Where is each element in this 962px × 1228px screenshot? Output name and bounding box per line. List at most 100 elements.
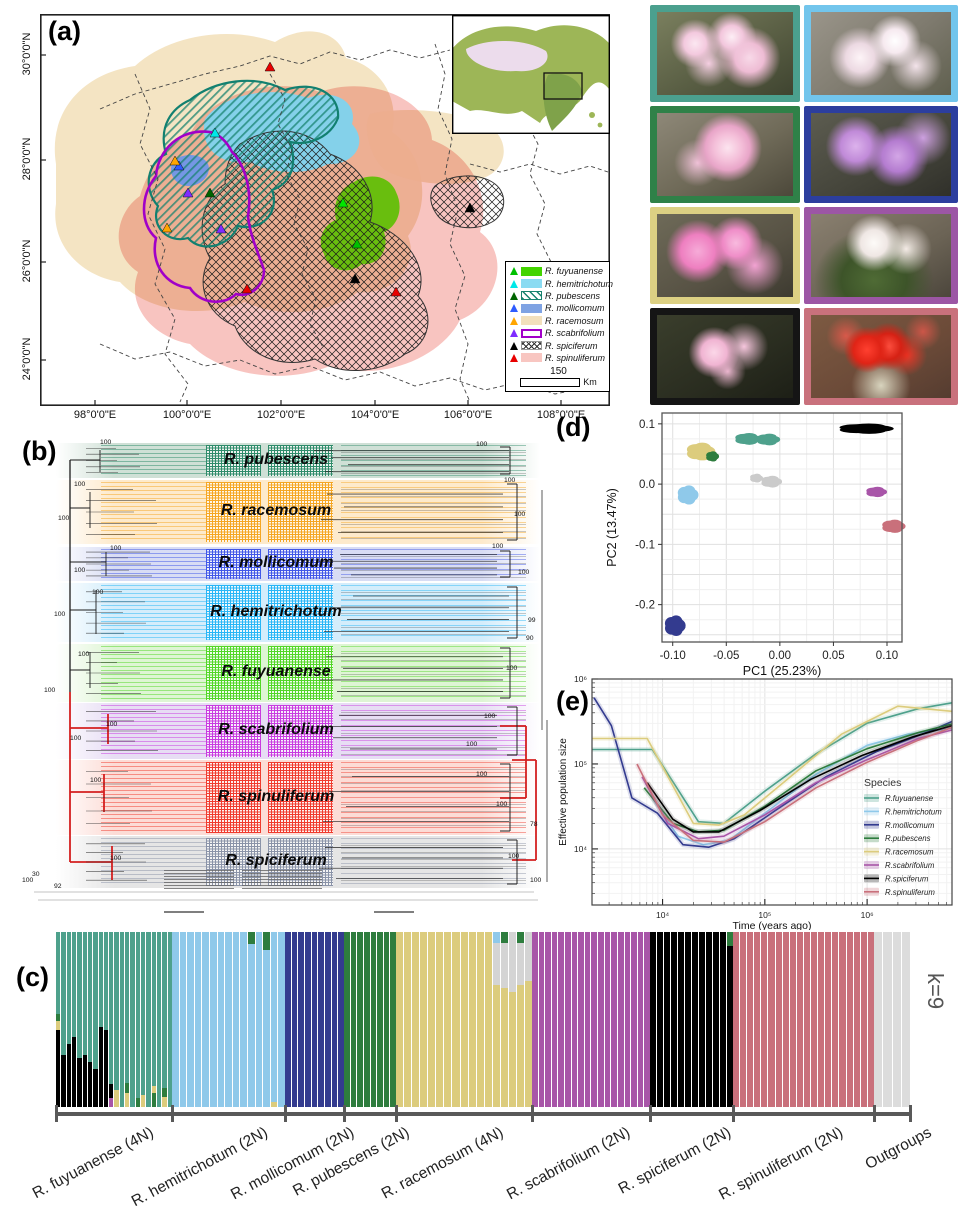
admixture-segment bbox=[109, 1084, 114, 1099]
admixture-segment bbox=[103, 932, 109, 1030]
flower-photo bbox=[657, 214, 793, 297]
legend-species-name: R. hemitrichotum bbox=[545, 278, 614, 289]
admixture-axis-tick bbox=[531, 1105, 534, 1122]
alignment-strip bbox=[206, 646, 261, 700]
admixture-segment bbox=[61, 932, 66, 1055]
legend-species-name: R. racemosum bbox=[545, 315, 604, 326]
tree-fuzz-right bbox=[341, 646, 526, 700]
pca-x-tick-label: 0.00 bbox=[769, 650, 791, 662]
admixture-segment bbox=[151, 1093, 156, 1107]
demo-x-tick-label: 10⁵ bbox=[758, 910, 771, 920]
demography-plot: 10⁴ 10⁵ 10⁶ 10⁴ 10⁵ 10⁶ Time (years ago) Effect… bbox=[558, 674, 953, 930]
range-spiciferum-east bbox=[430, 175, 505, 229]
admixture-bar bbox=[263, 932, 270, 1107]
bootstrap-value: 100 bbox=[74, 481, 86, 488]
flower-photo bbox=[657, 315, 793, 398]
map-y-tick-label: 24°0'0"N bbox=[21, 337, 33, 381]
admixture-bar bbox=[692, 932, 698, 1107]
admixture-segment bbox=[516, 984, 524, 1107]
admixture-segment bbox=[344, 932, 350, 1107]
admixture-bar bbox=[611, 932, 617, 1107]
admixture-segment bbox=[98, 932, 103, 1027]
alignment-strip bbox=[206, 585, 261, 640]
admixture-bar bbox=[706, 932, 712, 1107]
tree-fuzz-right bbox=[341, 445, 526, 476]
bootstrap-value: 100 bbox=[514, 511, 526, 518]
admixture-segment bbox=[733, 932, 740, 1107]
flower-photo bbox=[811, 315, 951, 398]
bootstrap-value: 100 bbox=[58, 515, 70, 522]
admixture-segment bbox=[202, 932, 209, 1107]
bootstrap-value: 100 bbox=[518, 569, 530, 576]
inset-landmass bbox=[452, 25, 609, 123]
admixture-segment bbox=[383, 932, 390, 1107]
admixture-segment bbox=[720, 932, 726, 1107]
admixture-segment bbox=[179, 932, 187, 1107]
legend-row: R. racemosum bbox=[510, 315, 607, 327]
admixture-bar bbox=[318, 932, 325, 1107]
admixture-segment bbox=[578, 932, 584, 1107]
admixture-bar bbox=[82, 932, 87, 1107]
admixture-bar bbox=[187, 932, 194, 1107]
map-marker-triangle bbox=[173, 160, 185, 171]
admixture-bar bbox=[125, 932, 130, 1107]
admixture-segment bbox=[811, 932, 818, 1107]
legend-swatch bbox=[521, 328, 542, 338]
bootstrap-value: 30 bbox=[32, 871, 40, 878]
admixture-segment bbox=[754, 932, 761, 1107]
scale-bar-value: 150 bbox=[550, 366, 567, 378]
admixture-segment bbox=[500, 932, 508, 943]
admixture-bar bbox=[350, 932, 357, 1107]
admixture-segment bbox=[141, 932, 146, 1095]
map-marker-triangle bbox=[390, 286, 402, 297]
tree-band-r-scabrifolium: R. scabrifolium bbox=[56, 703, 540, 759]
admixture-bar bbox=[538, 932, 545, 1107]
bootstrap-value: 90 bbox=[526, 635, 534, 642]
admixture-bar bbox=[357, 932, 363, 1107]
admixture-axis-tick bbox=[284, 1105, 287, 1122]
admixture-bar bbox=[151, 932, 156, 1107]
admixture-segment bbox=[571, 932, 578, 1107]
admixture-bar bbox=[476, 932, 484, 1107]
map-x-tick-label: 102°0'0"E bbox=[256, 409, 306, 421]
bootstrap-value: 100 bbox=[110, 545, 122, 552]
admixture-segment bbox=[247, 944, 255, 1107]
admixture-bar bbox=[578, 932, 584, 1107]
admixture-segment bbox=[604, 932, 611, 1107]
admixture-segment bbox=[240, 932, 247, 1107]
admixture-bar bbox=[428, 932, 436, 1107]
admixture-bar bbox=[363, 932, 370, 1107]
tree-band-r-racemosum: R. racemosum bbox=[56, 480, 540, 544]
admixture-bar bbox=[685, 932, 691, 1107]
admixture-bar bbox=[796, 932, 803, 1107]
admixture-segment bbox=[591, 932, 598, 1107]
legend-row: R. scabrifolium bbox=[510, 327, 607, 339]
admixture-bar bbox=[571, 932, 578, 1107]
admixture-segment bbox=[551, 932, 558, 1107]
inset-asia-map bbox=[452, 15, 610, 134]
admixture-segment bbox=[611, 932, 617, 1107]
admixture-segment bbox=[678, 932, 684, 1107]
pca-x-axis-title: PC1 (25.23%) bbox=[743, 664, 822, 678]
admixture-segment bbox=[247, 932, 255, 945]
admixture-bar bbox=[492, 932, 500, 1107]
admixture-segment bbox=[98, 1026, 103, 1107]
admixture-bar bbox=[883, 932, 892, 1107]
admixture-bar bbox=[338, 932, 345, 1107]
admixture-segment bbox=[87, 1061, 93, 1107]
admixture-bar bbox=[839, 932, 846, 1107]
map-x-tick-label: 106°0'0"E bbox=[443, 409, 493, 421]
admixture-bar bbox=[66, 932, 71, 1107]
admixture-segment bbox=[428, 932, 436, 1107]
scale-bar-row: Km bbox=[510, 377, 607, 387]
admixture-bar bbox=[761, 932, 768, 1107]
admixture-segment bbox=[692, 932, 698, 1107]
admixture-segment bbox=[71, 1037, 77, 1107]
admixture-segment bbox=[278, 932, 285, 1107]
admixture-bar bbox=[832, 932, 839, 1107]
pca-x-tick-label: 0.10 bbox=[876, 650, 898, 662]
admixture-bar bbox=[77, 932, 82, 1107]
admixture-axis-tick bbox=[395, 1105, 398, 1122]
admixture-bar bbox=[650, 932, 656, 1107]
admixture-segment bbox=[664, 932, 670, 1107]
